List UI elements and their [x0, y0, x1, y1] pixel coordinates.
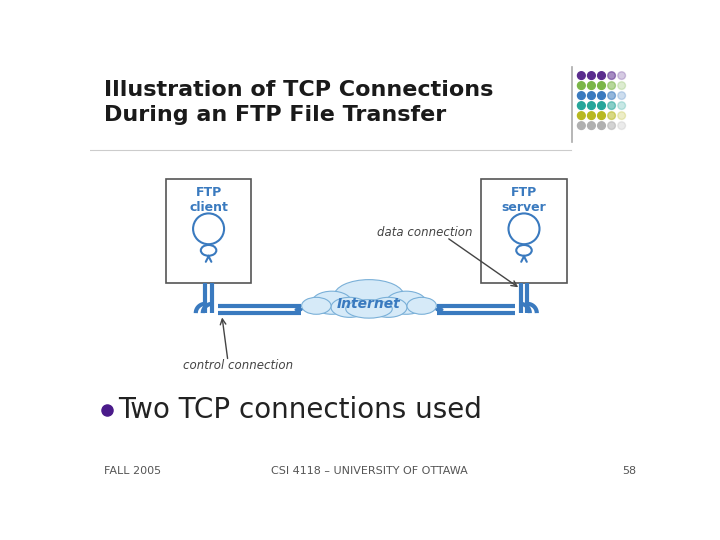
- Circle shape: [193, 213, 224, 244]
- Circle shape: [588, 82, 595, 90]
- Ellipse shape: [346, 300, 392, 318]
- Circle shape: [598, 112, 606, 119]
- Circle shape: [608, 92, 616, 99]
- Circle shape: [588, 112, 595, 119]
- Text: Internet: Internet: [337, 296, 401, 310]
- Text: FTP
client: FTP client: [189, 186, 228, 214]
- Circle shape: [608, 82, 616, 90]
- Circle shape: [608, 72, 616, 79]
- Circle shape: [608, 102, 616, 110]
- Circle shape: [598, 92, 606, 99]
- Text: FTP
server: FTP server: [502, 186, 546, 214]
- Text: control connection: control connection: [183, 359, 293, 372]
- Circle shape: [608, 122, 616, 130]
- Text: 58: 58: [622, 465, 636, 476]
- Circle shape: [608, 112, 616, 119]
- Circle shape: [618, 82, 626, 90]
- Ellipse shape: [331, 298, 368, 318]
- Ellipse shape: [201, 245, 216, 256]
- Text: data connection: data connection: [377, 226, 472, 239]
- Circle shape: [598, 102, 606, 110]
- Ellipse shape: [302, 298, 331, 314]
- Circle shape: [598, 72, 606, 79]
- Circle shape: [577, 102, 585, 110]
- Ellipse shape: [516, 245, 532, 256]
- Circle shape: [588, 122, 595, 130]
- Text: CSI 4118 – UNIVERSITY OF OTTAWA: CSI 4118 – UNIVERSITY OF OTTAWA: [271, 465, 467, 476]
- Ellipse shape: [370, 298, 407, 318]
- Circle shape: [577, 112, 585, 119]
- Circle shape: [618, 72, 626, 79]
- Text: FALL 2005: FALL 2005: [104, 465, 161, 476]
- Circle shape: [588, 102, 595, 110]
- Circle shape: [577, 92, 585, 99]
- Text: Two TCP connections used: Two TCP connections used: [118, 396, 482, 424]
- Bar: [482, 179, 567, 283]
- Circle shape: [577, 122, 585, 130]
- Text: Illustration of TCP Connections: Illustration of TCP Connections: [104, 80, 493, 100]
- Ellipse shape: [386, 291, 426, 314]
- Circle shape: [508, 213, 539, 244]
- Ellipse shape: [334, 280, 404, 312]
- Circle shape: [577, 72, 585, 79]
- Bar: [166, 179, 251, 283]
- Circle shape: [588, 92, 595, 99]
- Circle shape: [598, 122, 606, 130]
- Ellipse shape: [312, 291, 352, 314]
- Circle shape: [618, 102, 626, 110]
- Circle shape: [588, 72, 595, 79]
- Circle shape: [577, 82, 585, 90]
- Circle shape: [598, 82, 606, 90]
- Circle shape: [618, 92, 626, 99]
- Circle shape: [618, 112, 626, 119]
- Ellipse shape: [407, 298, 436, 314]
- Text: During an FTP File Transfer: During an FTP File Transfer: [104, 105, 446, 125]
- Circle shape: [618, 122, 626, 130]
